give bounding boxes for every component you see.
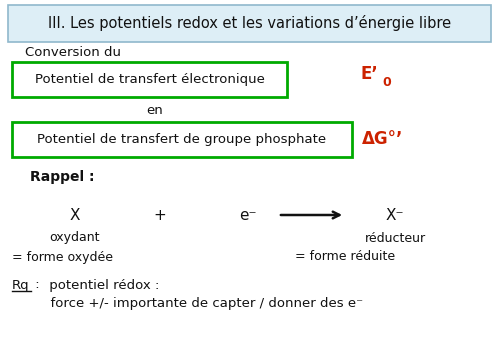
Text: 0: 0 xyxy=(382,76,391,89)
Text: réducteur: réducteur xyxy=(364,232,426,245)
Bar xyxy=(8,5,491,42)
Text: Conversion du: Conversion du xyxy=(25,46,121,59)
Text: Potentiel de transfert électronique: Potentiel de transfert électronique xyxy=(35,72,265,85)
Text: force +/- importante de capter / donner des e⁻: force +/- importante de capter / donner … xyxy=(25,297,363,310)
Text: X: X xyxy=(70,208,80,222)
Text: potentiel rédox :: potentiel rédox : xyxy=(45,279,160,292)
Text: Potentiel de transfert de groupe phosphate: Potentiel de transfert de groupe phospha… xyxy=(38,132,327,145)
Text: Rq: Rq xyxy=(12,279,29,292)
Text: ΔG°’: ΔG°’ xyxy=(362,130,404,148)
Bar xyxy=(12,122,352,157)
Text: :: : xyxy=(31,279,40,292)
Text: = forme oxydée: = forme oxydée xyxy=(12,251,113,263)
Text: Rappel :: Rappel : xyxy=(30,170,94,184)
Text: e⁻: e⁻ xyxy=(240,208,257,222)
Text: +: + xyxy=(154,208,166,222)
Text: en: en xyxy=(146,103,164,116)
Text: E’: E’ xyxy=(360,65,378,83)
Text: X⁻: X⁻ xyxy=(386,208,404,222)
Text: oxydant: oxydant xyxy=(50,232,100,245)
Bar xyxy=(12,62,287,97)
Text: III. Les potentiels redox et les variations d’énergie libre: III. Les potentiels redox et les variati… xyxy=(48,15,452,31)
Text: = forme réduite: = forme réduite xyxy=(295,251,395,263)
